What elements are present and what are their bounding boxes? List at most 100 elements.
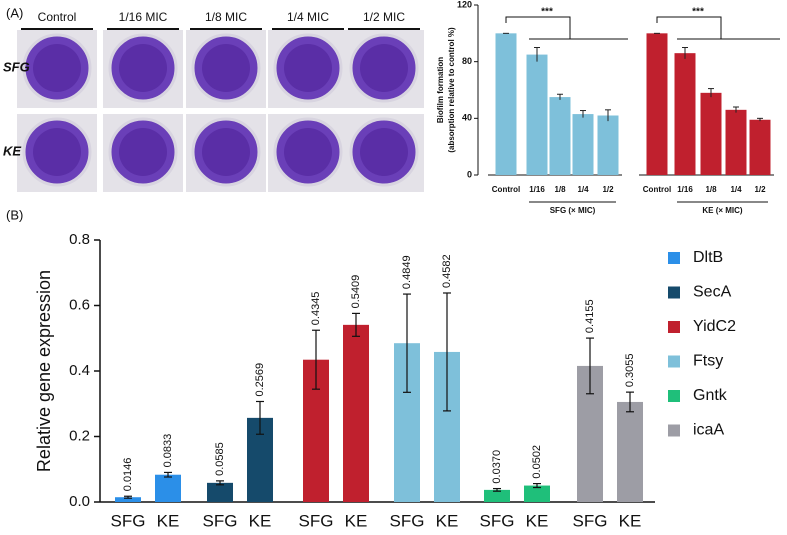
x-tick-label: 1/16 [529,185,545,194]
legend-label: Gntk [693,387,728,404]
x-tick-label: KE [436,511,459,530]
well-inner [360,128,408,176]
x-tick-label: 1/8 [554,185,566,194]
x-tick-label: 1/2 [754,185,766,194]
x-tick-label: SFG [299,511,334,530]
value-label: 0.4582 [441,254,453,288]
value-label: 0.4345 [310,292,322,326]
bar [617,401,643,502]
column-label: 1/2 MIC [363,10,405,24]
column-label: 1/4 MIC [287,10,329,24]
x-tick-label: 1/16 [677,185,693,194]
legend-swatch [668,321,680,333]
y-tick-label: 0.8 [69,231,90,248]
panel-label: (A) [6,5,23,20]
bar [725,109,747,175]
value-label: 0.4155 [584,299,596,333]
y-label: (absorption relative to control %) [447,27,456,153]
significance-bracket [656,16,780,40]
x-tick-label: KE [157,511,180,530]
bar [549,97,571,175]
x-tick-label: SFG [390,511,425,530]
x-tick-label: SFG [573,511,608,530]
well-inner [284,44,332,92]
y-tick-label: 0.6 [69,296,90,313]
well-inner [119,128,167,176]
y-tick-label: 80 [462,56,472,66]
x-tick-label: SFG [203,511,238,530]
legend-label: icaA [693,422,724,439]
legend-swatch [668,252,680,264]
bar [597,115,619,175]
column-label: Control [38,10,77,24]
bar [343,324,369,502]
x-tick-label: KE [619,511,642,530]
value-label: 0.0833 [162,434,174,468]
y-tick-label: 0.4 [69,362,90,379]
legend-swatch [668,355,680,368]
column-label: 1/8 MIC [205,10,247,24]
x-tick-label: SFG [480,511,515,530]
y-tick-label: 40 [462,113,472,123]
value-label: 0.0370 [491,450,503,484]
x-tick-label: SFG [111,511,146,530]
row-label: SFG [3,59,30,74]
well-inner [284,128,332,176]
x-tick-label: Control [492,185,520,194]
bar [674,53,696,175]
x-tick-label: KE [526,511,549,530]
y-label: Relative gene expression [34,270,54,472]
value-label: 0.2569 [254,363,266,397]
value-label: 0.5409 [350,275,362,309]
legend-label: YidC2 [693,318,736,335]
y-label: Biofilm formation [436,57,445,123]
x-tick-label: KE [345,511,368,530]
value-label: 0.3055 [624,353,636,387]
value-label: 0.4849 [401,255,413,289]
significance: *** [541,7,553,18]
y-tick-label: 0 [467,169,472,179]
bar [572,114,594,175]
column-label: 1/16 MIC [119,10,168,24]
bar [526,54,548,176]
significance: *** [692,7,704,18]
bar [155,474,181,502]
legend-label: Ftsy [693,353,723,370]
significance-bracket [505,16,628,40]
x-tick-label: 1/4 [577,185,589,194]
y-tick-label: 120 [457,0,472,9]
group-label: SFG (× MIC) [550,206,596,215]
x-tick-label: KE [249,511,272,530]
value-label: 0.0502 [531,445,543,479]
y-tick-label: 0.0 [69,493,90,510]
legend-label: DltB [693,249,723,266]
well-inner [202,128,250,176]
legend-swatch [668,286,680,299]
y-tick-label: 0.2 [69,427,90,444]
bar [524,485,550,502]
bar [484,489,510,502]
x-tick-label: 1/4 [730,185,742,194]
group-label: KE (× MIC) [702,206,743,215]
well-inner [360,44,408,92]
row-label: KE [3,143,21,158]
panel-label: (B) [6,207,23,222]
well-inner [33,44,81,92]
legend-swatch [668,390,680,402]
well-inner [33,128,81,176]
x-tick-label: 1/8 [705,185,717,194]
value-label: 0.0146 [122,458,134,492]
x-tick-label: 1/2 [602,185,614,194]
bar [207,482,233,502]
bar [749,119,771,175]
x-tick-label: Control [643,185,671,194]
bar [495,33,517,176]
well-inner [119,44,167,92]
well-inner [202,44,250,92]
legend-swatch [668,424,680,437]
bar [646,33,668,176]
bar [115,497,141,502]
legend-label: SecA [693,284,732,301]
value-label: 0.0585 [214,442,226,476]
